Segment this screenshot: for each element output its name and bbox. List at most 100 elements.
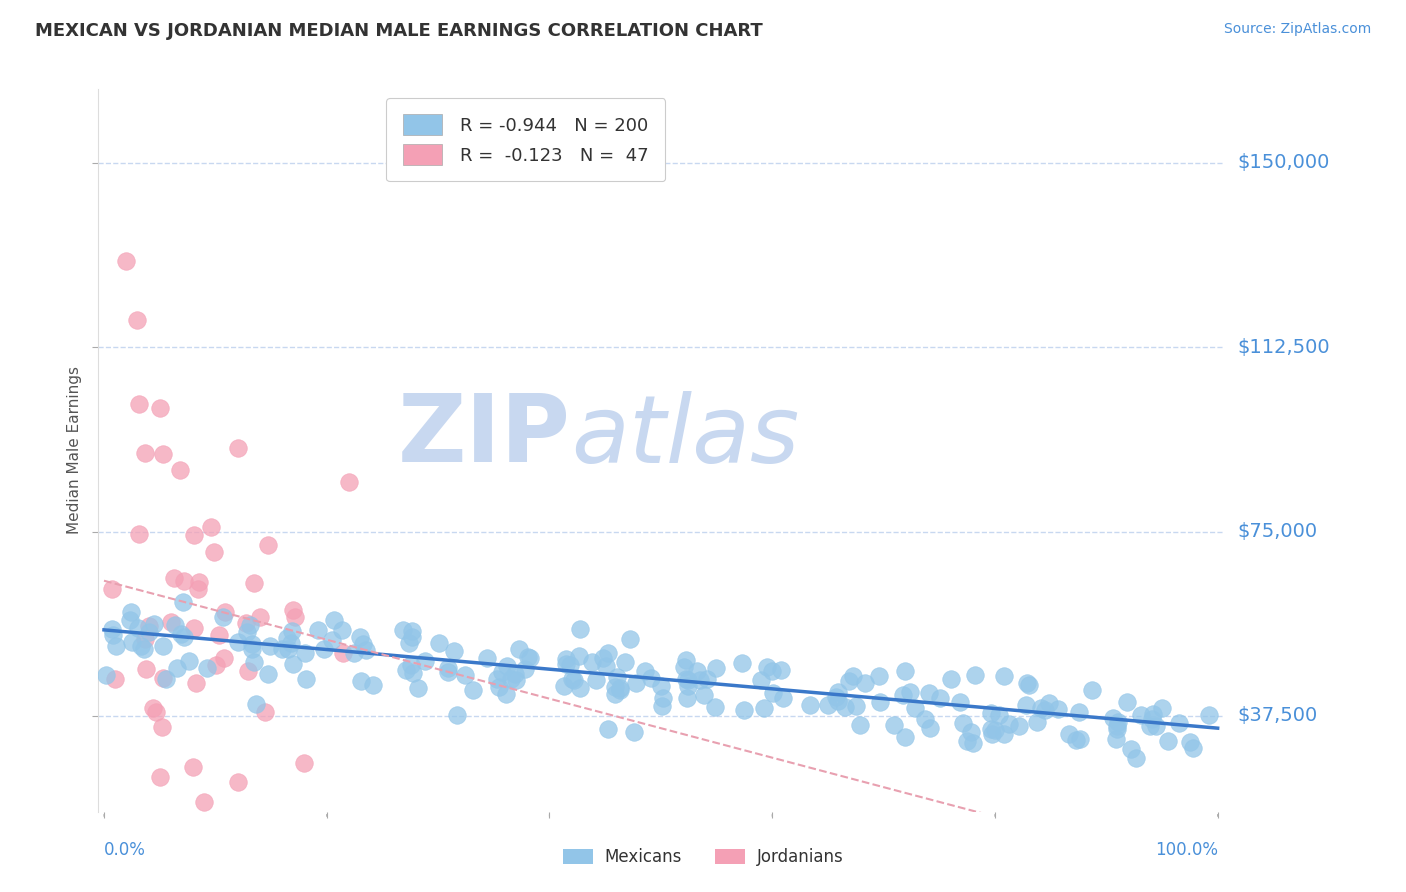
Point bbox=[488, 680, 510, 694]
Point bbox=[271, 642, 294, 657]
Point bbox=[235, 624, 257, 639]
Point bbox=[187, 582, 209, 596]
Point bbox=[692, 688, 714, 702]
Point bbox=[676, 673, 699, 687]
Point bbox=[980, 706, 1002, 720]
Point bbox=[696, 673, 718, 687]
Point bbox=[568, 649, 591, 664]
Point bbox=[1038, 696, 1060, 710]
Point bbox=[756, 660, 779, 674]
Point bbox=[401, 658, 423, 673]
Point bbox=[349, 673, 371, 688]
Point bbox=[1142, 706, 1164, 721]
Point bbox=[294, 756, 316, 770]
Point bbox=[150, 720, 173, 734]
Point bbox=[505, 673, 527, 688]
Point bbox=[495, 658, 517, 673]
Text: ZIP: ZIP bbox=[398, 390, 571, 482]
Point bbox=[569, 681, 592, 696]
Point bbox=[988, 708, 1011, 723]
Point bbox=[894, 731, 917, 745]
Point bbox=[138, 618, 160, 632]
Point bbox=[772, 691, 794, 706]
Point bbox=[675, 653, 697, 667]
Point bbox=[581, 656, 603, 670]
Point bbox=[280, 636, 302, 650]
Point bbox=[138, 625, 160, 640]
Point bbox=[751, 673, 773, 687]
Point bbox=[605, 687, 627, 701]
Point bbox=[402, 666, 425, 681]
Point bbox=[1152, 700, 1174, 714]
Point bbox=[166, 661, 188, 675]
Y-axis label: Median Male Earnings: Median Male Earnings bbox=[66, 367, 82, 534]
Point bbox=[624, 676, 647, 690]
Point bbox=[145, 705, 167, 719]
Point bbox=[555, 657, 578, 671]
Point bbox=[1018, 678, 1040, 692]
Point bbox=[1140, 712, 1163, 726]
Point bbox=[678, 679, 700, 693]
Point bbox=[187, 575, 209, 590]
Point bbox=[752, 700, 775, 714]
Point bbox=[1035, 703, 1057, 717]
Point bbox=[193, 795, 215, 809]
Point bbox=[127, 313, 149, 327]
Point bbox=[245, 697, 267, 711]
Point bbox=[634, 665, 657, 679]
Point bbox=[212, 650, 235, 665]
Point bbox=[704, 661, 727, 675]
Point bbox=[173, 574, 195, 589]
Point bbox=[568, 622, 591, 636]
Point bbox=[295, 673, 318, 687]
Point bbox=[395, 664, 418, 678]
Point bbox=[257, 667, 280, 681]
Point bbox=[505, 666, 527, 681]
Point bbox=[177, 654, 200, 668]
Point bbox=[519, 651, 541, 665]
Point bbox=[1057, 726, 1080, 740]
Point bbox=[235, 615, 257, 630]
Point bbox=[517, 650, 540, 665]
Point bbox=[152, 447, 174, 461]
Point bbox=[733, 702, 755, 716]
Point bbox=[491, 665, 513, 679]
Point bbox=[254, 706, 277, 720]
Point bbox=[172, 595, 194, 609]
Point bbox=[406, 681, 429, 695]
Point bbox=[238, 664, 260, 678]
Point bbox=[606, 670, 628, 684]
Point bbox=[1121, 742, 1143, 756]
Text: $112,500: $112,500 bbox=[1237, 338, 1330, 357]
Point bbox=[1107, 714, 1129, 729]
Point bbox=[128, 527, 150, 541]
Point bbox=[883, 718, 905, 732]
Point bbox=[891, 688, 914, 702]
Point bbox=[307, 623, 329, 637]
Point bbox=[928, 690, 950, 705]
Point bbox=[501, 672, 523, 686]
Point bbox=[142, 617, 165, 632]
Point bbox=[342, 646, 364, 660]
Point bbox=[322, 613, 344, 627]
Point bbox=[240, 642, 263, 657]
Point bbox=[239, 617, 262, 632]
Point bbox=[827, 684, 849, 698]
Point bbox=[1125, 750, 1147, 764]
Point bbox=[1116, 695, 1139, 709]
Point bbox=[486, 672, 509, 686]
Text: atlas: atlas bbox=[571, 391, 799, 482]
Point bbox=[555, 652, 578, 666]
Point bbox=[184, 675, 207, 690]
Point bbox=[427, 636, 450, 650]
Point bbox=[558, 657, 581, 672]
Point bbox=[1064, 733, 1087, 747]
Point bbox=[101, 622, 124, 636]
Point bbox=[965, 668, 987, 682]
Point bbox=[437, 660, 460, 674]
Point bbox=[312, 641, 335, 656]
Point bbox=[984, 723, 1007, 737]
Text: 100.0%: 100.0% bbox=[1154, 841, 1218, 859]
Point bbox=[181, 760, 204, 774]
Point bbox=[170, 627, 193, 641]
